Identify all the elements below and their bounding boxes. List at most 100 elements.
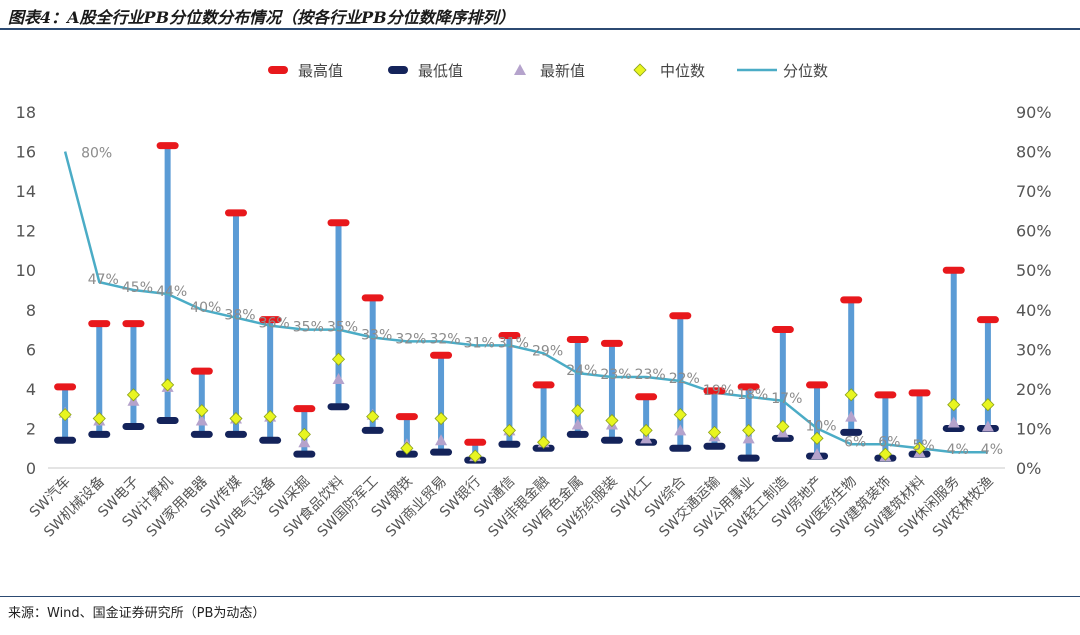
range-bar [814,384,821,457]
min-marker [840,428,863,436]
median-marker [400,441,414,455]
range-bar [96,323,103,435]
median-marker [229,411,243,426]
median-marker [605,413,619,428]
median-marker [639,423,653,437]
legend-min-swatch [388,66,408,74]
percentile-data-label: 18% [737,387,768,403]
legend-max-swatch [268,66,288,74]
median-marker [331,352,346,366]
median-marker [981,398,995,412]
range-bar [198,371,205,435]
min-marker [156,417,179,425]
min-marker [498,440,521,448]
latest-marker [640,432,653,444]
range-bar [403,416,410,455]
max-marker [976,316,999,324]
median-marker [502,423,516,437]
max-marker [293,405,316,413]
right-tick-label: 40% [1016,301,1052,320]
range-bar [779,329,786,439]
left-tick-label: 10 [16,261,36,280]
left-tick-label: 4 [26,380,36,399]
legend-label: 中位数 [660,62,705,80]
median-marker [468,449,482,463]
percentile-data-label: 38% [224,308,255,324]
max-marker [737,383,760,391]
max-marker [156,142,179,150]
footer-divider [0,596,1080,597]
percentile-data-label: 47% [88,272,119,288]
range-bar [950,270,957,429]
median-marker [571,404,585,418]
percentile-data-label: 32% [395,331,426,347]
min-marker [361,426,384,434]
percentile-data-label: 4% [947,442,969,458]
max-marker [224,209,247,217]
median-marker [810,431,824,445]
max-marker [635,393,658,401]
range-bar [540,384,547,449]
max-marker [703,387,726,395]
right-tick-label: 90% [1016,103,1052,122]
percentile-data-label: 5% [912,438,934,454]
markers-layer [54,142,999,464]
range-bar [232,212,239,435]
min-marker [259,436,282,444]
median-marker [707,425,722,439]
percentile-data-label: 36% [259,316,290,332]
min-marker [737,454,760,462]
min-marker [54,436,77,444]
left-tick-label: 12 [16,222,36,241]
left-tick-label: 6 [26,340,36,359]
percentile-data-label: 40% [190,300,221,316]
latest-marker [435,434,448,446]
latest-marker [298,436,311,448]
legend-median-swatch [633,63,647,77]
max-marker [532,381,555,389]
labels-layer: 80%47% 45% 44%40% 38% 36% 35% 35% 33% 32% 32% 31% 3… [26,146,1003,541]
legend-label: 分位数 [783,62,828,80]
range-bar [848,299,855,433]
latest-marker [811,448,824,460]
max-marker [190,367,213,375]
max-marker [600,339,623,347]
max-marker [771,326,794,334]
max-marker [54,383,77,391]
source-note: 来源：Wind、国金证券研究所（PB为动态） [8,606,266,621]
right-tick-label: 10% [1016,419,1052,438]
latest-marker [981,420,994,432]
median-marker [92,411,106,426]
median-marker [742,423,756,437]
range-bar [335,222,342,407]
median-marker [195,404,209,418]
min-marker [566,430,589,438]
percentile-line-layer [63,151,988,454]
max-marker [498,331,521,339]
range-bar [438,355,445,453]
percentile-data-label: 4% [981,442,1003,458]
latest-marker [571,418,584,430]
max-marker [259,316,282,324]
max-marker [942,266,965,274]
left-tick-label: 8 [26,301,36,320]
right-tick-label: 30% [1016,340,1052,359]
median-marker [947,398,961,412]
percentile-data-label: 29% [532,343,563,359]
latest-marker [332,373,345,384]
percentile-data-label: 24% [566,363,597,379]
chart-title: 图表4：A股全行业PB分位数分布情况（按各行业PB分位数降序排列） [8,8,515,27]
min-marker [122,422,145,430]
left-tick-label: 0 [26,459,36,478]
range-bar [267,319,274,441]
range-bar [984,319,991,429]
legend-label: 最低值 [418,62,463,80]
right-tick-label: 50% [1016,261,1052,280]
latest-marker [947,416,960,428]
max-marker [88,320,111,328]
min-marker [88,430,111,438]
latest-marker [195,414,208,426]
percentile-data-label: 19% [703,383,734,399]
median-marker [366,410,380,424]
median-marker [434,411,448,426]
